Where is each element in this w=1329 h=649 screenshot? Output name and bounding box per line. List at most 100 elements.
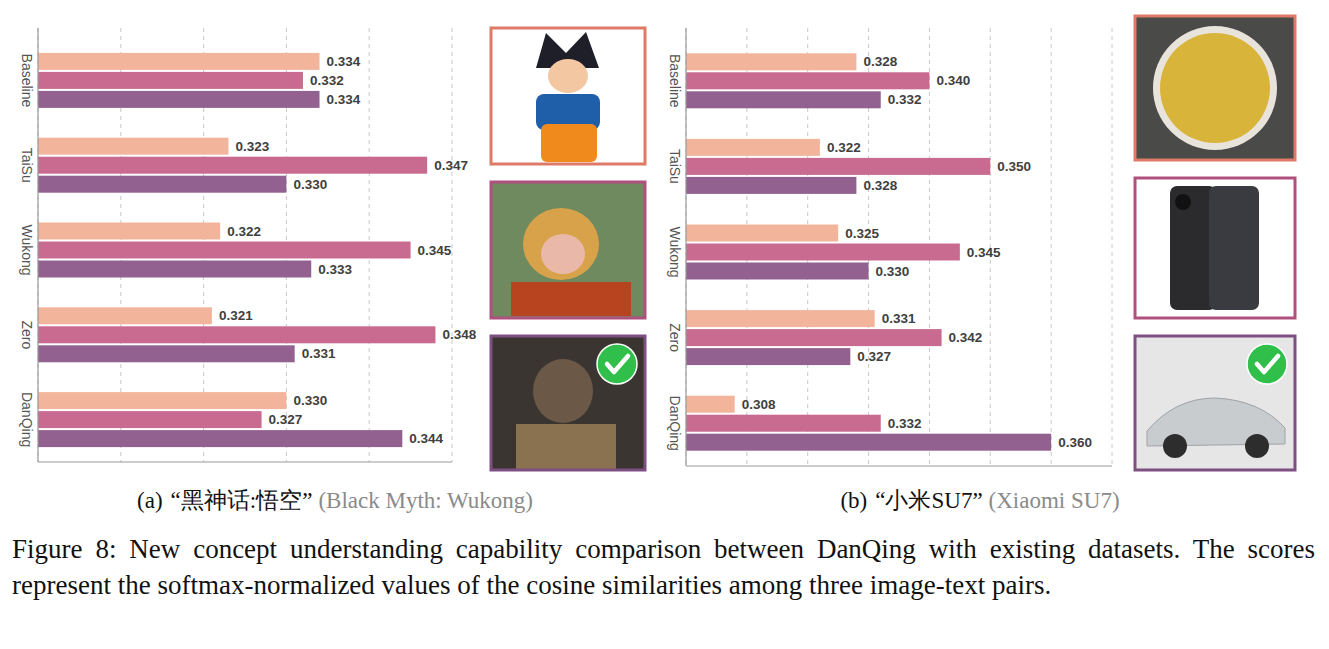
image-part: [1163, 434, 1187, 458]
bar: [686, 415, 881, 432]
image-part: [541, 234, 585, 274]
image: [491, 182, 645, 318]
axis-line: [686, 465, 1112, 466]
bar: [38, 261, 311, 278]
data-label: 0.332: [888, 416, 922, 431]
grid-line: [1051, 28, 1052, 466]
panel-subtitle: (Xiaomi SU7): [989, 488, 1120, 513]
image-frame: [491, 336, 645, 470]
image-frame: [1135, 16, 1295, 160]
axis-line: [37, 28, 38, 462]
image: [491, 336, 645, 470]
grid-line: [452, 28, 453, 462]
data-label: 0.308: [742, 397, 776, 412]
data-label: 0.328: [863, 54, 897, 69]
data-label: 0.325: [845, 226, 879, 241]
bar: [38, 53, 320, 70]
data-label: 0.330: [293, 177, 327, 192]
image-frame: [491, 28, 645, 164]
bar: [686, 72, 929, 89]
data-label: 0.328: [863, 178, 897, 193]
data-label: 0.340: [936, 73, 970, 88]
data-labels: 0.3340.3320.3340.3230.3470.3300.3220.345…: [219, 54, 477, 446]
image-part: [1160, 33, 1270, 143]
data-label: 0.350: [997, 159, 1031, 174]
image-part: [1175, 194, 1191, 210]
bar: [38, 242, 411, 259]
data-label: 0.332: [888, 92, 922, 107]
data-label: 0.344: [409, 431, 443, 446]
bar: [686, 434, 1051, 451]
bar: [38, 326, 435, 343]
category-label: DanQing: [19, 392, 35, 447]
data-label: 0.327: [269, 412, 303, 427]
check-mark: [597, 344, 637, 384]
data-label: 0.321: [219, 308, 253, 323]
data-label: 0.323: [235, 139, 269, 154]
bar: [38, 392, 286, 409]
bar: [38, 411, 262, 428]
image-part: [1153, 26, 1277, 150]
image: [1135, 178, 1295, 318]
bar: [38, 157, 427, 174]
bar: [38, 307, 212, 324]
data-label: 0.345: [967, 245, 1001, 260]
data-label: 0.333: [318, 262, 352, 277]
data-label: 0.322: [227, 224, 261, 239]
bar: [38, 223, 220, 240]
data-label: 0.345: [418, 243, 452, 258]
image: [491, 28, 645, 164]
data-label: 0.347: [434, 158, 468, 173]
data-label: 0.334: [327, 54, 361, 69]
panel-label: (a): [137, 488, 163, 513]
bar: [38, 345, 295, 362]
category-label: Wukong: [667, 226, 683, 277]
panel-title: “小米SU7”: [875, 488, 982, 513]
axis-line: [38, 461, 452, 462]
bar: [686, 91, 881, 108]
data-label: 0.330: [876, 264, 910, 279]
bar: [38, 176, 286, 193]
data-label: 0.348: [442, 327, 476, 342]
bars: [38, 53, 435, 447]
data-label: 0.332: [310, 73, 344, 88]
bar: [686, 348, 850, 365]
data-labels: 0.3280.3400.3320.3220.3500.3280.3250.345…: [742, 54, 1092, 449]
data-label: 0.331: [302, 346, 336, 361]
bar: [686, 329, 942, 346]
image-part: [516, 424, 616, 470]
data-label: 0.327: [857, 349, 891, 364]
panel-title: “黑神话:悟空”: [171, 488, 313, 513]
category-label: Wukong: [19, 224, 35, 275]
image-frame: [491, 182, 645, 318]
category-label: TaiSu: [19, 148, 35, 183]
bar: [38, 91, 320, 108]
grid-line: [686, 28, 687, 466]
panel: 0.3340.3320.3340.3230.3470.3300.3220.345…: [19, 28, 645, 513]
bar: [686, 53, 856, 70]
bar: [686, 310, 875, 327]
figure: 0.3340.3320.3340.3230.3470.3300.3220.345…: [0, 0, 1329, 525]
category-label: Baseline: [667, 54, 683, 108]
check-mark: [1257, 356, 1278, 372]
data-label: 0.331: [882, 311, 916, 326]
bar: [686, 244, 960, 261]
image-part: [541, 124, 597, 162]
bar: [686, 177, 856, 194]
caption: Figure 8: New concept understanding capa…: [12, 531, 1315, 603]
panel: 0.3280.3400.3320.3220.3500.3280.3250.345…: [667, 16, 1295, 513]
bar: [686, 396, 735, 413]
check-mark: [607, 356, 628, 372]
image-part: [523, 208, 599, 280]
grid-line: [1112, 28, 1113, 466]
image-frame: [1135, 336, 1295, 470]
axis-line: [685, 28, 686, 466]
image-part: [1135, 16, 1295, 160]
bar: [38, 138, 228, 155]
category-label: Zero: [667, 323, 683, 352]
bar: [686, 158, 990, 175]
image-part: [533, 359, 593, 423]
category-label: Zero: [19, 320, 35, 349]
image: [1135, 336, 1295, 470]
data-label: 0.330: [293, 393, 327, 408]
